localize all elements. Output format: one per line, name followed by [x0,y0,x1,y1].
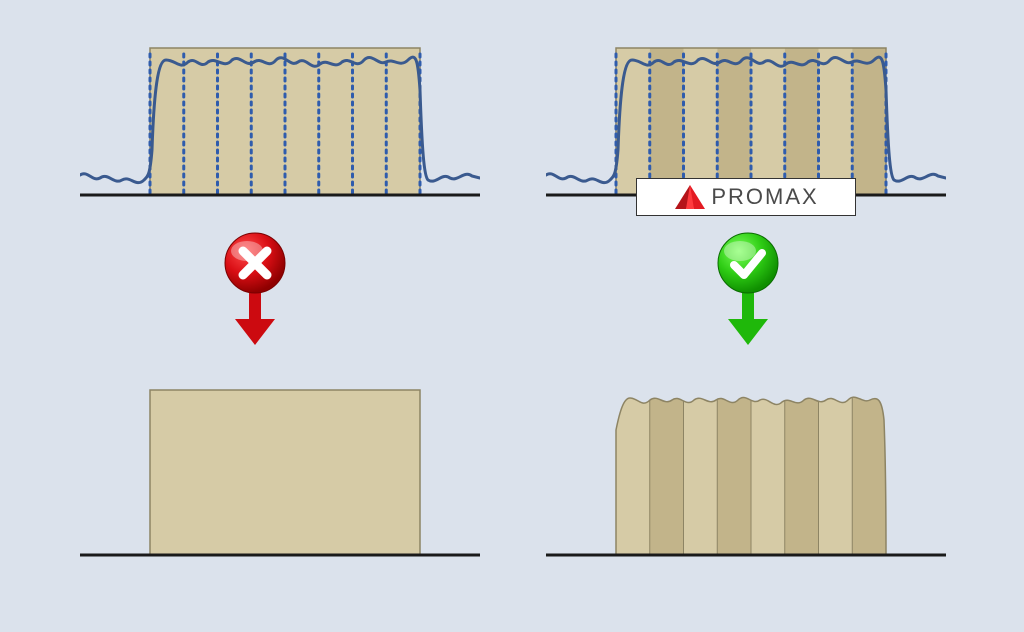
bad-indicator [213,225,297,355]
spectrum-top-left [80,30,480,210]
promax-logo-text: PROMAX [711,184,818,210]
flat-block [150,390,420,555]
promax-logo-icon [673,183,707,211]
result-bottom-right [546,370,946,570]
good-indicator [706,225,790,355]
promax-logo: PROMAX [636,178,856,216]
result-bottom-left [80,370,480,570]
check-icon [718,233,778,293]
